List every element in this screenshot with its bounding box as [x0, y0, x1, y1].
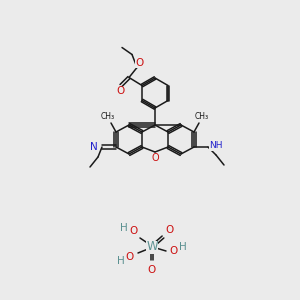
- Text: H: H: [179, 242, 187, 252]
- Text: W: W: [146, 241, 158, 254]
- Text: CH₃: CH₃: [101, 112, 115, 121]
- Text: O: O: [148, 265, 156, 275]
- Text: H: H: [120, 223, 128, 233]
- Text: O: O: [170, 246, 178, 256]
- Text: NH: NH: [209, 142, 223, 151]
- Text: O: O: [165, 225, 173, 235]
- Text: O: O: [151, 153, 159, 163]
- Text: O: O: [116, 86, 124, 97]
- Text: O: O: [135, 58, 143, 68]
- Text: N: N: [90, 142, 98, 152]
- Text: O: O: [126, 252, 134, 262]
- Text: CH₃: CH₃: [195, 112, 209, 121]
- Text: H: H: [117, 256, 125, 266]
- Text: O: O: [129, 226, 137, 236]
